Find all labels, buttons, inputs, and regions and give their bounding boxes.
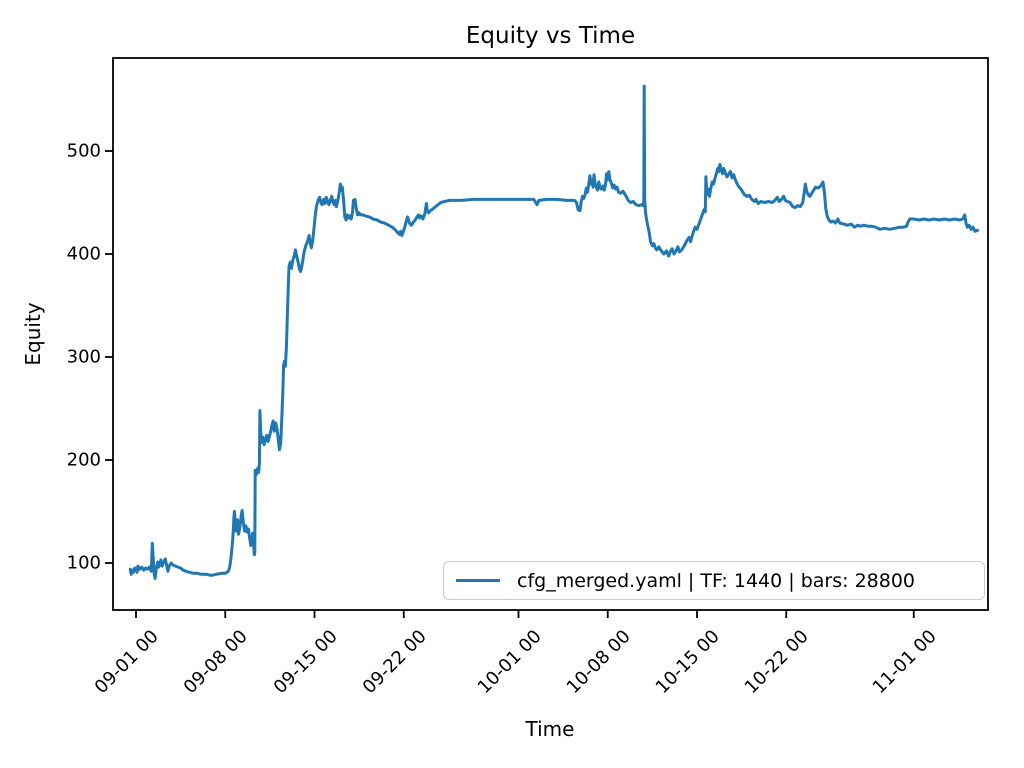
x-axis-label: Time xyxy=(525,717,575,741)
chart-title: Equity vs Time xyxy=(465,23,636,49)
axes-frame xyxy=(112,57,989,611)
y-tick-label: 300 xyxy=(66,346,101,368)
legend-line-sample xyxy=(456,578,500,583)
legend: cfg_merged.yaml | TF: 1440 | bars: 28800 xyxy=(443,561,985,600)
y-tick-label: 500 xyxy=(66,140,101,162)
legend-label: cfg_merged.yaml | TF: 1440 | bars: 28800 xyxy=(517,569,916,592)
y-tick-label: 200 xyxy=(66,449,101,471)
y-tick-label: 400 xyxy=(66,243,101,265)
equity-line xyxy=(128,84,979,580)
y-tick-label: 100 xyxy=(66,552,101,574)
